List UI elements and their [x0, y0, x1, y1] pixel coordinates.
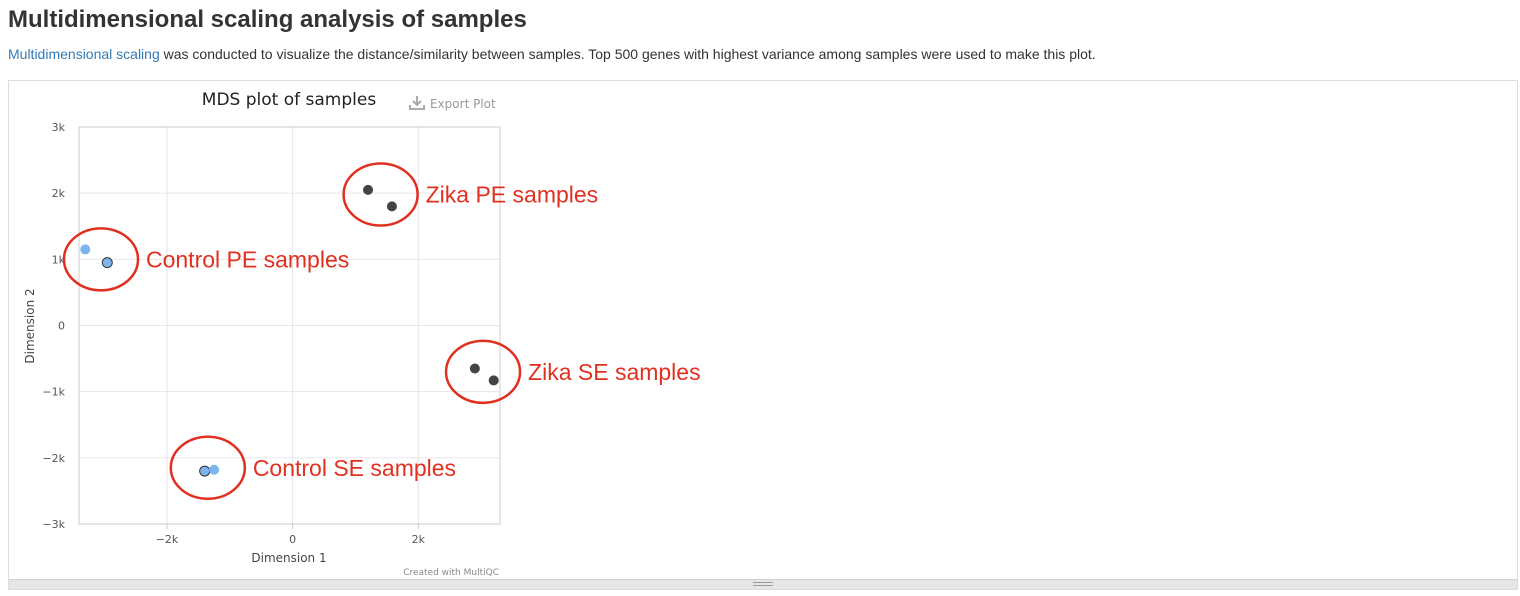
description: Multidimensional scaling was conducted t… — [8, 46, 1096, 62]
point-layer — [80, 184, 499, 477]
plot-area-border — [78, 126, 501, 525]
y-tick-label: −1k — [42, 386, 65, 399]
annotation-circle — [62, 227, 140, 292]
x-tick-label: −2k — [156, 533, 179, 546]
annotation-layer: Control PE samples Zika PE samples Zika SE… — [62, 162, 701, 501]
y-tick-label: 0 — [58, 320, 65, 333]
y-axis-title: Dimension 2 — [23, 288, 37, 363]
annotation-label: Control SE samples — [253, 455, 456, 481]
y-tick-label: 3k — [52, 121, 66, 134]
resize-handle[interactable] — [9, 579, 1517, 589]
scatter-point[interactable] — [488, 375, 499, 386]
chart-title: MDS plot of samples — [202, 90, 377, 110]
scatter-point[interactable] — [101, 257, 113, 269]
description-text: was conducted to visualize the distance/… — [159, 46, 1096, 62]
mds-wiki-link[interactable]: Multidimensional scaling — [8, 46, 160, 62]
annotation-label: Zika SE samples — [528, 359, 701, 385]
y-tick-label: −3k — [42, 518, 65, 531]
y-tick-label: 2k — [52, 187, 66, 200]
annotation-circle — [169, 435, 247, 501]
annotation-circle — [342, 162, 419, 227]
annotation-label: Control PE samples — [146, 246, 349, 272]
y-tick-label: −2k — [42, 452, 65, 465]
scatter-point[interactable] — [386, 201, 397, 212]
grip-icon — [753, 582, 773, 586]
export-plot-label: Export Plot — [430, 97, 496, 111]
download-icon — [409, 96, 425, 110]
tick-layer: −2k 0 2k 3k 2k 1k 0 −1k −2k −3k — [42, 121, 425, 546]
x-tick-label: 0 — [289, 533, 296, 546]
page-title: Multidimensional scaling analysis of sam… — [8, 6, 527, 33]
credits-label: Created with MultiQC — [403, 568, 499, 578]
annotation-label: Zika PE samples — [426, 181, 599, 207]
scatter-point[interactable] — [80, 244, 91, 255]
scatter-point[interactable] — [209, 464, 220, 475]
x-tick-label: 2k — [412, 533, 426, 546]
scatter-point[interactable] — [199, 465, 211, 477]
export-plot-button[interactable]: Export Plot — [409, 96, 496, 111]
scatter-point[interactable] — [469, 363, 480, 374]
x-axis-title: Dimension 1 — [251, 551, 326, 565]
annotation-circle — [444, 339, 522, 405]
plot-container: −2k 0 2k 3k 2k 1k 0 −1k −2k −3k MDS plot of sampl… — [8, 80, 1518, 590]
y-tick-label: 1k — [52, 253, 66, 266]
scatter-point[interactable] — [363, 184, 374, 195]
mds-chart: −2k 0 2k 3k 2k 1k 0 −1k −2k −3k MDS plot of sampl… — [23, 90, 701, 578]
